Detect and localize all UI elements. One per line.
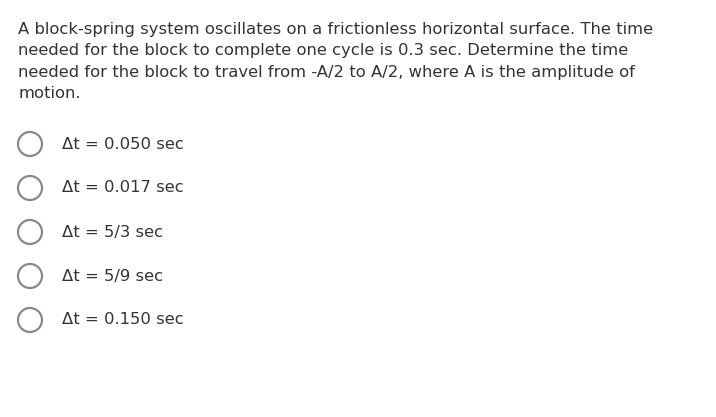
Text: needed for the block to complete one cycle is 0.3 sec. Determine the time: needed for the block to complete one cyc… [18,43,628,58]
Text: Δt = 0.150 sec: Δt = 0.150 sec [62,312,184,327]
Text: motion.: motion. [18,86,80,101]
Text: needed for the block to travel from -A/2 to A/2, where A is the amplitude of: needed for the block to travel from -A/2… [18,65,635,80]
Text: Δt = 0.017 sec: Δt = 0.017 sec [62,181,184,196]
Text: A block-spring system oscillates on a frictionless horizontal surface. The time: A block-spring system oscillates on a fr… [18,22,653,37]
Text: Δt = 5/9 sec: Δt = 5/9 sec [62,269,163,284]
Text: Δt = 5/3 sec: Δt = 5/3 sec [62,224,163,239]
Text: Δt = 0.050 sec: Δt = 0.050 sec [62,136,184,151]
